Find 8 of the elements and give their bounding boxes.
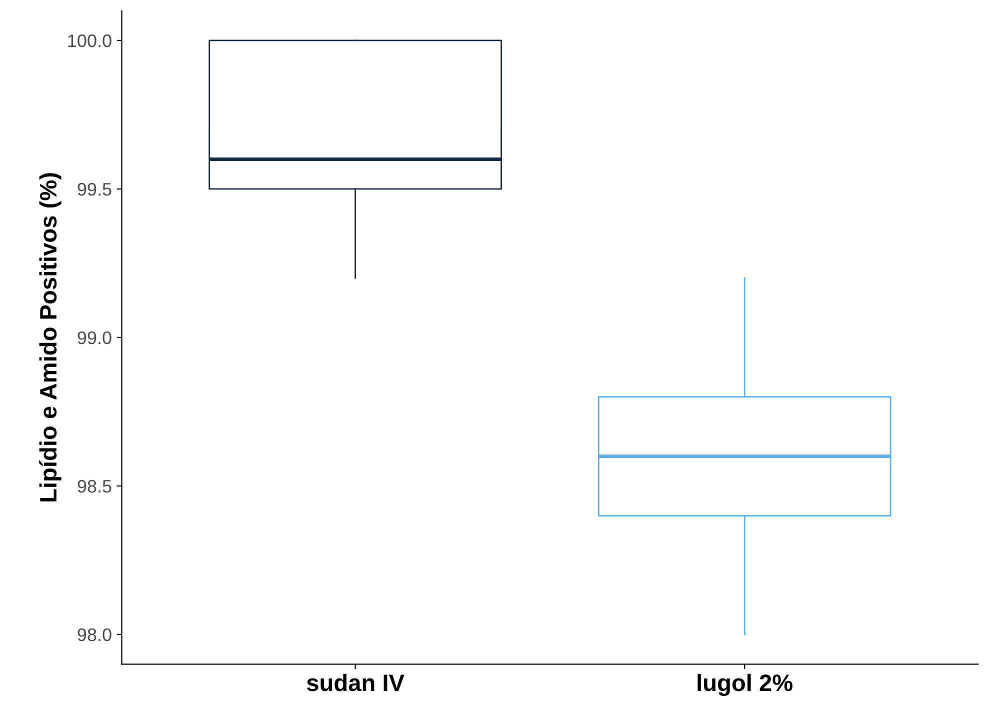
y-axis-title: Lipídio e Amido Positivos (%) [39,173,62,502]
y-tick-label: 98.0 [78,628,112,642]
x-tick-label: sudan IV [306,674,404,692]
x-tick-label: lugol 2% [698,674,792,696]
y-tick-label: 99.5 [78,182,112,196]
y-tick-label: 100.0 [68,34,112,48]
y-tick-label: 98.5 [78,480,112,493]
y-tick-label: 99.0 [78,331,112,344]
